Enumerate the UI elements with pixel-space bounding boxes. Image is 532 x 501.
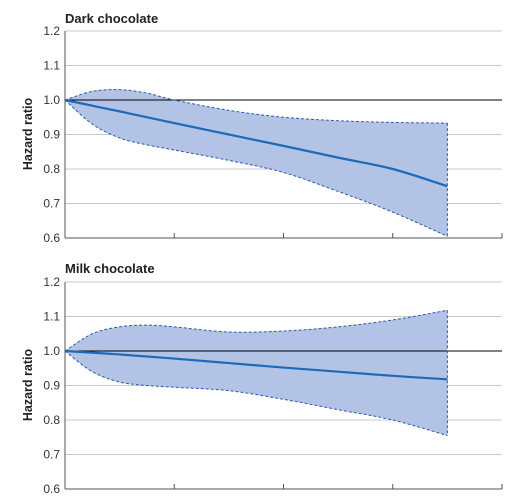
- y-tick-label: 0.7: [43, 197, 60, 211]
- panel-title: Milk chocolate: [65, 261, 155, 276]
- lower-ci-line: [64, 99, 448, 237]
- y-tick-label: 1.0: [43, 344, 60, 358]
- estimate-line: [64, 98, 448, 188]
- y-tick-label: 1.1: [43, 59, 60, 73]
- y-tick-label: 0.6: [43, 231, 60, 245]
- y-tick-label: 0.7: [43, 448, 60, 462]
- dark-chocolate-panel: Dark chocolate 0.6 0.7 0.8 0.9 1.0 1.1 1.2 Hazar…: [21, 11, 503, 245]
- y-tick-label: 1.2: [43, 275, 60, 289]
- confidence-band: [65, 89, 448, 237]
- milk-chocolate-panel: Milk chocolate 0.6 0.7 0.8 0.9 1.0 1.1 1.2 Hazar…: [21, 261, 503, 496]
- y-tick-label: 0.6: [43, 482, 60, 496]
- upper-ci-line: [64, 309, 448, 352]
- y-tick-label: 0.8: [43, 162, 60, 176]
- upper-ci-line: [64, 89, 448, 124]
- y-tick-label: 1.1: [43, 310, 60, 324]
- lower-ci-line: [64, 350, 448, 437]
- y-tick-label: 0.9: [43, 379, 60, 393]
- y-axis-title: Hazard ratio: [21, 349, 35, 422]
- y-tick-label: 1.2: [43, 24, 60, 38]
- confidence-band: [65, 310, 448, 436]
- panel-title: Dark chocolate: [65, 11, 158, 26]
- estimate-line: [64, 349, 448, 381]
- y-axis-title: Hazard ratio: [21, 98, 35, 171]
- y-tick-label: 0.9: [43, 128, 60, 142]
- y-tick-label: 0.8: [43, 413, 60, 427]
- y-tick-label: 1.0: [43, 93, 60, 107]
